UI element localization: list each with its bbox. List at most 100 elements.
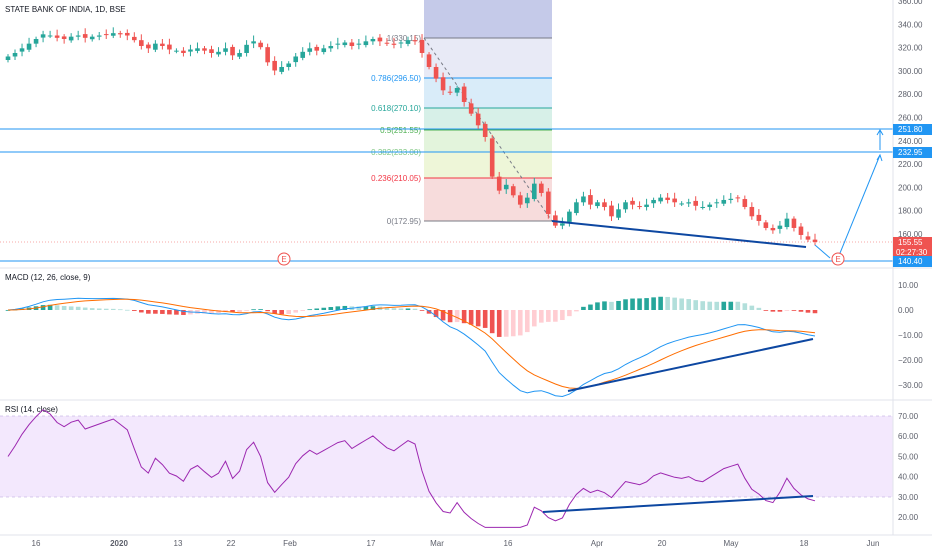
macd-tick-label: −20.00 (898, 356, 923, 365)
candle-body (272, 60, 277, 71)
macd-histogram-bar (139, 310, 144, 313)
macd-histogram-bar (398, 308, 404, 310)
rsi-tick-label: 70.00 (898, 412, 919, 421)
macd-histogram-bar (672, 297, 677, 310)
candle-body (377, 37, 383, 42)
macd-histogram-bar (517, 310, 523, 336)
macd-histogram-bar (686, 299, 691, 310)
macd-histogram-bar (468, 310, 474, 325)
time-axis[interactable]: 16 2020 13 22 Feb 17 Mar 16 Apr 20 May 18 Jun (32, 539, 880, 548)
target-1-tag (893, 124, 932, 135)
candle-body (124, 32, 130, 36)
candle-body (581, 196, 586, 203)
candle-body (693, 200, 699, 206)
fib-label-1: 1(330.15) (387, 34, 422, 43)
target-2-tag (893, 147, 932, 158)
macd-histogram-bar (503, 310, 509, 337)
fib-zone-05-0382 (424, 130, 552, 152)
price-tick-label: 300.00 (898, 67, 923, 76)
candle-body (475, 113, 481, 126)
macd-histogram-bar (237, 310, 242, 313)
macd-histogram-bar (419, 310, 425, 311)
candle-body (735, 197, 741, 199)
candle-body (812, 239, 818, 242)
candle-body (398, 42, 404, 44)
price-tick-label: 360.00 (898, 0, 923, 6)
macd-histogram-bar (433, 310, 439, 318)
macd-histogram-bar (328, 307, 334, 310)
candle-body (82, 34, 88, 38)
candle-body (672, 198, 677, 203)
candle-body (117, 33, 123, 35)
candle-body (461, 86, 467, 102)
support-tag-text: 140.40 (898, 257, 923, 266)
candle-body (68, 36, 74, 41)
earnings-event-marker-1[interactable] (277, 252, 291, 266)
macd-histogram-bar (68, 306, 74, 310)
macd-histogram-bar (595, 302, 600, 310)
last-price-tag (893, 237, 932, 258)
rsi-tick-label: 40.00 (898, 473, 919, 482)
candle-body (286, 63, 291, 67)
candle-body (26, 43, 32, 50)
price-tick-label: 240.00 (898, 137, 923, 146)
macd-line (7, 297, 816, 398)
macd-histogram-bar (216, 310, 221, 314)
macd-histogram-bar (335, 306, 341, 310)
macd-histogram-bar (307, 309, 313, 311)
macd-axis[interactable]: 10.00 0.00 −10.00 −20.00 −30.00 (898, 281, 923, 390)
price-axis[interactable]: 360.00 340.00 320.00 300.00 280.00 260.00 240.… (898, 0, 923, 239)
candle-body (532, 183, 537, 200)
time-tick-label: 17 (367, 539, 376, 548)
candle-body (679, 203, 684, 205)
candle-body (524, 197, 530, 204)
price-tick-label: 200.00 (898, 183, 923, 192)
macd-histogram-bar (405, 308, 411, 310)
candle-body (721, 199, 727, 204)
macd-divergence-line (567, 338, 814, 392)
macd-histogram-bar (61, 305, 67, 310)
macd-histogram-bar (230, 310, 235, 313)
earnings-event-marker-2[interactable] (831, 252, 845, 266)
candle-body (546, 191, 551, 214)
candle-body (714, 202, 720, 204)
candle-body (139, 40, 144, 46)
macd-histogram-bar (384, 307, 390, 310)
candle-body (426, 54, 432, 67)
macd-histogram-bar (89, 308, 95, 310)
rsi-axis[interactable]: 70.00 60.00 50.00 40.00 30.00 20.00 (898, 412, 919, 522)
time-tick-label: Feb (283, 539, 297, 548)
candle-body (623, 202, 628, 210)
time-tick-label: 18 (800, 539, 809, 548)
macd-histogram-bar (440, 310, 446, 321)
price-tick-label: 160.00 (898, 230, 923, 239)
macd-histogram-bar (117, 309, 123, 311)
macd-histogram-bar (735, 301, 741, 310)
candle-body (798, 226, 804, 235)
fib-zone-1-0786 (424, 38, 552, 78)
macd-histogram-bar (167, 310, 172, 315)
macd-histogram-bar (447, 310, 453, 323)
macd-histogram-bar (651, 297, 656, 310)
candle-body (560, 223, 565, 226)
macd-histogram-bar (805, 310, 811, 313)
macd-histogram-bar (47, 304, 53, 310)
candle-body (230, 46, 235, 56)
macd-histogram-bar (553, 310, 558, 322)
countdown-tag-text: 02:27:30 (896, 248, 928, 257)
candle-body (539, 183, 544, 193)
candle-body (370, 38, 376, 42)
candle-body (412, 40, 418, 42)
candle-body (216, 51, 221, 55)
macd-histogram-bar (489, 310, 495, 334)
candle-body (763, 222, 769, 228)
time-tick-label: 20 (658, 539, 667, 548)
macd-histogram-bar (588, 304, 593, 310)
macd-histogram (5, 296, 818, 337)
macd-tick-label: −30.00 (898, 381, 923, 390)
rsi-tick-label: 20.00 (898, 513, 919, 522)
candle-body (342, 42, 348, 46)
macd-histogram-bar (496, 310, 502, 337)
